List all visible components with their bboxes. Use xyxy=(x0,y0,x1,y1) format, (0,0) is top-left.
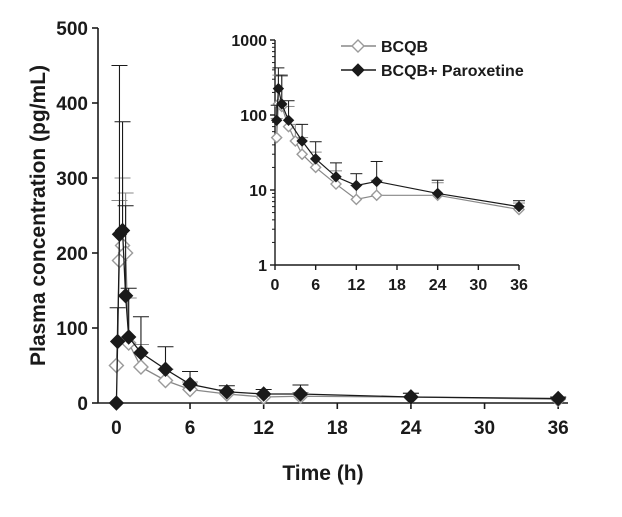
inset-x-tick-label: 12 xyxy=(347,277,365,294)
inset-data-point xyxy=(330,178,342,191)
main-data-point xyxy=(255,386,272,402)
inset-data-point xyxy=(282,114,295,127)
main-data-point xyxy=(182,376,198,392)
main-data-point xyxy=(292,386,309,402)
inset-data-point xyxy=(309,153,322,165)
main-data-point xyxy=(108,395,125,411)
main-y-tick-label: 0 xyxy=(77,394,88,415)
inset-y-tick-label: 10 xyxy=(249,183,267,200)
main-x-axis-title: Time (h) xyxy=(282,462,363,485)
main-data-point xyxy=(157,372,174,389)
main-x-tick-label: 12 xyxy=(253,418,274,439)
main-x-tick-label: 0 xyxy=(111,418,122,439)
main-data-point xyxy=(120,329,137,345)
main-data-point xyxy=(403,389,419,405)
inset-y-tick-label: 1000 xyxy=(231,33,267,50)
main-data-point xyxy=(108,357,125,374)
inset-data-point xyxy=(270,114,283,127)
legend-marker xyxy=(351,39,365,53)
inset-data-point xyxy=(296,135,308,147)
inset-x-tick-label: 30 xyxy=(469,277,487,294)
main-series-line-1 xyxy=(115,228,559,404)
inset-data-point xyxy=(270,131,283,144)
inset-data-point xyxy=(350,193,363,206)
inset-data-point xyxy=(350,179,363,192)
main-data-point xyxy=(117,288,134,304)
inset-x-tick-label: 0 xyxy=(271,277,280,294)
legend-marker xyxy=(351,63,365,77)
inset-panel: 1 10 100 1000 0 6 12 18 24 30 36 xyxy=(231,33,528,294)
main-x-tick-label: 30 xyxy=(474,418,495,439)
main-x-tick-label: 24 xyxy=(400,418,422,439)
main-data-point xyxy=(132,359,149,375)
main-data-point xyxy=(114,222,131,239)
inset-data-point xyxy=(276,98,288,110)
main-data-point xyxy=(157,361,174,377)
main-data-point xyxy=(219,384,235,400)
main-y-axis-title: Plasma concentration (pg/mL) xyxy=(27,65,50,366)
inset-data-point xyxy=(296,148,309,161)
main-x-tick-label: 6 xyxy=(185,418,196,439)
inset-x-tick-label: 36 xyxy=(510,277,528,294)
main-y-tick-label: 200 xyxy=(56,244,88,265)
inset-data-point xyxy=(370,189,383,202)
inset-data-point xyxy=(431,187,444,200)
legend-label: BCQB+ Paroxetine xyxy=(381,63,524,80)
inset-y-tick-label: 1 xyxy=(258,258,267,275)
inset-data-point xyxy=(272,82,285,95)
main-data-point xyxy=(109,333,126,350)
main-series-line-0 xyxy=(115,243,559,400)
main-y-tick-label: 100 xyxy=(56,319,88,340)
main-x-tick-label: 36 xyxy=(548,418,569,439)
main-y-tick-label: 500 xyxy=(56,19,88,40)
main-y-tick-label: 400 xyxy=(56,94,88,115)
inset-x-tick-label: 18 xyxy=(388,277,406,294)
inset-data-point xyxy=(330,171,342,183)
main-x-tick-label: 18 xyxy=(327,418,348,439)
inset-data-point xyxy=(513,200,525,213)
inset-series-line-1 xyxy=(276,88,520,208)
legend-label: BCQB xyxy=(381,39,428,56)
inset-data-point xyxy=(370,175,383,188)
inset-x-tick-label: 24 xyxy=(429,277,447,294)
main-data-point xyxy=(550,390,566,407)
main-data-point xyxy=(133,345,149,361)
legend: BCQB BCQB+ Paroxetine xyxy=(341,39,524,80)
inset-data-point xyxy=(309,161,322,174)
main-y-tick-label: 300 xyxy=(56,169,88,190)
inset-x-tick-label: 6 xyxy=(311,277,320,294)
inset-y-tick-label: 100 xyxy=(240,108,267,125)
